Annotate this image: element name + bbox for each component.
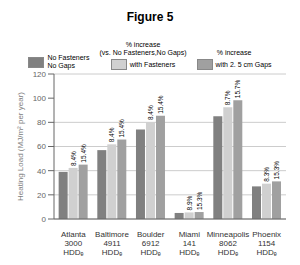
svg-text:Heating Load (MJ/m² per year): Heating Load (MJ/m² per year)	[16, 92, 25, 201]
svg-text:0: 0	[42, 215, 47, 224]
svg-text:20: 20	[37, 191, 46, 200]
html-text:% increase: % increase	[125, 41, 161, 48]
svg-text:120: 120	[33, 70, 47, 79]
svg-text:60: 60	[37, 142, 46, 151]
svg-text:15.4%: 15.4%	[118, 119, 125, 138]
svg-text:15.3%: 15.3%	[273, 161, 280, 180]
html-text:% increase: % increase	[216, 49, 252, 56]
svg-text:8.4%: 8.4%	[108, 127, 115, 142]
svg-text:15.4%: 15.4%	[157, 95, 164, 114]
svg-text:8.3%: 8.3%	[263, 167, 270, 182]
svg-text:8.7%: 8.7%	[224, 90, 231, 105]
svg-text:40: 40	[37, 167, 46, 176]
svg-text:Boulder6912HDDₑ: Boulder6912HDDₑ	[137, 230, 165, 257]
html-text:with 2. 5 cm Gaps: with 2. 5 cm Gaps	[215, 60, 272, 68]
svg-text:Phoenix1154HDDₑ: Phoenix1154HDDₑ	[252, 230, 281, 257]
svg-text:15.4%: 15.4%	[80, 144, 87, 163]
html-text:No Gaps: No Gaps	[47, 62, 75, 69]
svg-text:15.3%: 15.3%	[196, 191, 203, 210]
html-text:with Fasteners: with Fasteners	[129, 60, 176, 68]
svg-text:Miami141HDDₑ: Miami141HDDₑ	[179, 230, 201, 257]
html-text:(vs. No Fasteners,No Gaps): (vs. No Fasteners,No Gaps)	[99, 49, 187, 56]
svg-text:100: 100	[33, 94, 47, 103]
svg-text:15.7%: 15.7%	[234, 80, 241, 99]
html-text:Figure 5: Figure 5	[126, 10, 174, 24]
svg-text:8.9%: 8.9%	[186, 195, 193, 210]
svg-text:Baltimore4911HDDₑ: Baltimore4911HDDₑ	[95, 230, 129, 257]
html-text:No Fasteners: No Fasteners	[47, 54, 90, 61]
svg-text:Atlanta3000HDDₑ: Atlanta3000HDDₑ	[61, 230, 86, 257]
svg-text:8.4%: 8.4%	[147, 105, 154, 120]
svg-text:80: 80	[37, 118, 46, 127]
svg-text:8.4%: 8.4%	[70, 151, 77, 166]
svg-text:Minneapolis8062HDDₑ: Minneapolis8062HDDₑ	[207, 230, 250, 257]
